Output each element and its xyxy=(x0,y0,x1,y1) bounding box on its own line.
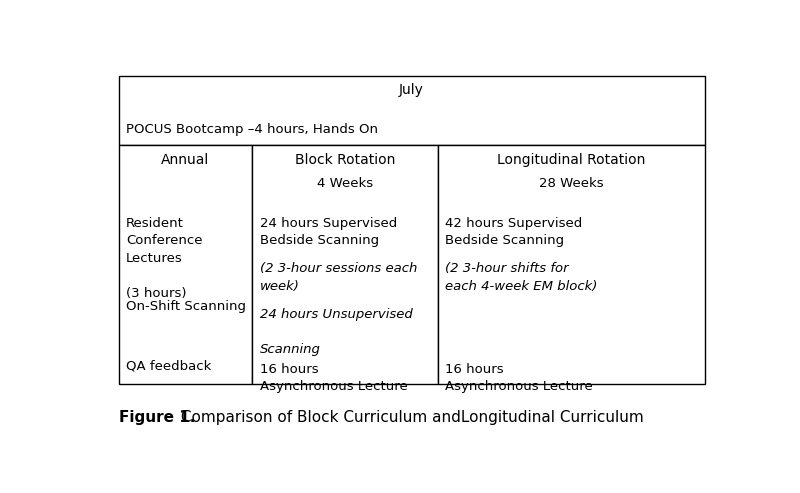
FancyBboxPatch shape xyxy=(252,144,438,384)
Text: Block Rotation: Block Rotation xyxy=(295,153,395,167)
Text: Figure 1.: Figure 1. xyxy=(118,410,195,425)
Text: Resident
Conference
Lectures

(3 hours): Resident Conference Lectures (3 hours) xyxy=(126,217,202,300)
Text: QA feedback: QA feedback xyxy=(126,359,211,372)
Text: (2 3-hour sessions each
week): (2 3-hour sessions each week) xyxy=(260,262,417,293)
Text: 28 Weeks: 28 Weeks xyxy=(539,177,603,190)
Text: Asynchronous Lecture: Asynchronous Lecture xyxy=(446,380,593,393)
FancyBboxPatch shape xyxy=(438,144,705,384)
Text: Comparison of Block Curriculum andLongitudinal Curriculum: Comparison of Block Curriculum andLongit… xyxy=(176,410,643,425)
Text: Annual: Annual xyxy=(162,153,210,167)
Text: 16 hours: 16 hours xyxy=(446,363,504,376)
Text: 24 hours Supervised
Bedside Scanning: 24 hours Supervised Bedside Scanning xyxy=(260,217,397,247)
FancyBboxPatch shape xyxy=(118,76,705,144)
Text: July: July xyxy=(399,83,424,97)
Text: 4 Weeks: 4 Weeks xyxy=(317,177,373,190)
Text: 24 hours Unsupervised

Scanning: 24 hours Unsupervised Scanning xyxy=(260,308,412,356)
Text: POCUS Bootcamp –4 hours, Hands On: POCUS Bootcamp –4 hours, Hands On xyxy=(126,123,378,136)
Text: On-Shift Scanning: On-Shift Scanning xyxy=(126,300,246,313)
Text: (2 3-hour shifts for
each 4-week EM block): (2 3-hour shifts for each 4-week EM bloc… xyxy=(446,262,598,293)
Text: Longitudinal Rotation: Longitudinal Rotation xyxy=(497,153,646,167)
Text: Asynchronous Lecture: Asynchronous Lecture xyxy=(260,380,407,393)
Text: 42 hours Supervised
Bedside Scanning: 42 hours Supervised Bedside Scanning xyxy=(446,217,582,247)
FancyBboxPatch shape xyxy=(118,144,252,384)
Text: 16 hours: 16 hours xyxy=(260,363,318,376)
